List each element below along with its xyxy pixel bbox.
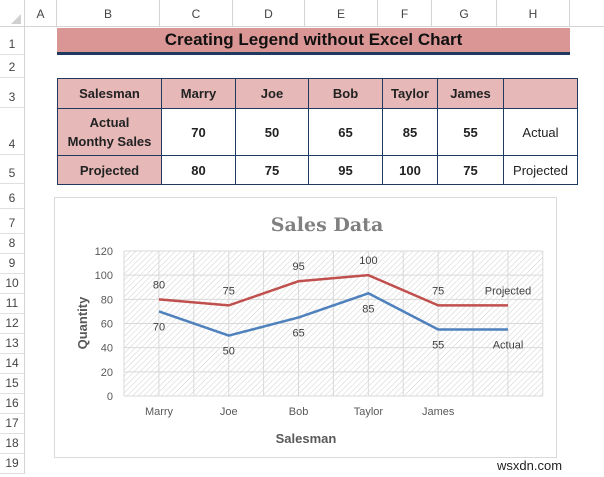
row-label-actual-line2: Monthy Sales [67, 134, 152, 149]
table-row-projected: Projected 80 75 95 100 75 Projected [57, 155, 578, 185]
data-label: 95 [292, 261, 304, 273]
cell-actual-marry[interactable]: 70 [161, 108, 236, 156]
cell-actual-joe[interactable]: 50 [235, 108, 309, 156]
header-cell-james[interactable]: James [437, 78, 504, 109]
y-tick-label: 40 [101, 343, 113, 355]
column-header-a[interactable]: A [25, 0, 57, 27]
cell-actual-taylor[interactable]: 85 [382, 108, 438, 156]
column-header-bar [0, 0, 604, 27]
header-cell-joe[interactable]: Joe [235, 78, 309, 109]
sales-line-chart[interactable]: Sales Data 0 20 40 60 80 100 120 Marry Joe Bob Ta… [54, 197, 557, 458]
row-header-14[interactable]: 14 [0, 354, 25, 374]
data-label: 75 [432, 285, 444, 297]
data-label: 75 [223, 285, 235, 297]
row-header-15[interactable]: 15 [0, 374, 25, 394]
x-tick-label: James [422, 406, 455, 418]
gridlines [123, 250, 544, 397]
cell-projected-bob[interactable]: 95 [308, 155, 383, 185]
cell-projected-marry[interactable]: 80 [161, 155, 236, 185]
x-tick-label: Bob [289, 406, 309, 418]
series-line-projected[interactable] [158, 273, 508, 307]
row-header-7[interactable]: 7 [0, 209, 25, 234]
row-header-18[interactable]: 18 [0, 434, 25, 454]
series-line-actual[interactable] [158, 292, 508, 337]
column-header-b[interactable]: B [57, 0, 160, 27]
table-header-row: Salesman Marry Joe Bob Taylor James [57, 78, 578, 109]
y-tick-label: 120 [95, 246, 113, 258]
header-cell-taylor[interactable]: Taylor [382, 78, 438, 109]
row-header-10[interactable]: 10 [0, 274, 25, 294]
row-header-17[interactable]: 17 [0, 414, 25, 434]
series-name-label-projected: Projected [485, 285, 531, 297]
row-header-2[interactable]: 2 [0, 55, 25, 78]
row-header-16[interactable]: 16 [0, 394, 25, 414]
select-all-button[interactable] [0, 0, 25, 27]
data-label: 100 [359, 255, 377, 267]
sheet-title-text: Creating Legend without Excel Chart [164, 30, 463, 49]
row-header-13[interactable]: 13 [0, 334, 25, 354]
sales-table: Salesman Marry Joe Bob Taylor James Actu… [57, 78, 578, 185]
x-axis-title[interactable]: Salesman [276, 431, 337, 446]
data-label: 50 [223, 346, 235, 358]
y-tick-label: 100 [95, 270, 113, 282]
y-axis-title[interactable]: Quantity [75, 296, 90, 349]
column-header-c[interactable]: C [160, 0, 233, 27]
row-header-6[interactable]: 6 [0, 184, 25, 209]
row-header-1[interactable]: 1 [0, 27, 25, 55]
cell-legend-projected[interactable]: Projected [503, 155, 578, 185]
row-header-11[interactable]: 11 [0, 294, 25, 314]
x-tick-label: Joe [220, 406, 238, 418]
row-label-actual[interactable]: Actual Monthy Sales [57, 108, 162, 156]
row-header-8[interactable]: 8 [0, 234, 25, 254]
header-cell-bob[interactable]: Bob [308, 78, 383, 109]
y-tick-label: 80 [101, 294, 113, 306]
header-cell-salesman[interactable]: Salesman [57, 78, 162, 109]
cell-actual-bob[interactable]: 65 [308, 108, 383, 156]
cell-actual-james[interactable]: 55 [437, 108, 504, 156]
column-header-h[interactable]: H [497, 0, 570, 27]
data-labels: 80 75 95 100 75 Projected 70 50 65 85 55 Actual [153, 255, 531, 357]
row-header-12[interactable]: 12 [0, 314, 25, 334]
chart-title[interactable]: Sales Data [271, 214, 384, 236]
data-label: 70 [153, 321, 165, 333]
series-name-label-actual: Actual [493, 340, 524, 352]
y-tick-label: 60 [101, 319, 113, 331]
column-header-d[interactable]: D [233, 0, 305, 27]
x-tick-label: Marry [145, 406, 174, 418]
cell-projected-taylor[interactable]: 100 [382, 155, 438, 185]
column-header-e[interactable]: E [305, 0, 378, 27]
x-axis-ticks: Marry Joe Bob Taylor James [145, 406, 455, 418]
row-header-3[interactable]: 3 [0, 78, 25, 108]
column-header-f[interactable]: F [378, 0, 432, 27]
y-tick-label: 0 [107, 391, 113, 403]
data-label: 80 [153, 279, 165, 291]
sheet-title-banner[interactable]: Creating Legend without Excel Chart [57, 28, 570, 55]
y-tick-label: 20 [101, 367, 113, 379]
watermark-text: wsxdn.com [497, 458, 563, 473]
row-header-9[interactable]: 9 [0, 254, 25, 274]
header-cell-empty[interactable] [503, 78, 578, 109]
row-header-5[interactable]: 5 [0, 155, 25, 184]
y-axis-ticks: 0 20 40 60 80 100 120 [95, 246, 113, 403]
data-label: 55 [432, 340, 444, 352]
data-label: 65 [292, 327, 304, 339]
x-tick-label: Taylor [354, 406, 384, 418]
row-label-projected[interactable]: Projected [57, 155, 162, 185]
series-lines [158, 273, 508, 337]
cell-legend-actual[interactable]: Actual [503, 108, 578, 156]
header-cell-marry[interactable]: Marry [161, 78, 236, 109]
cell-projected-joe[interactable]: 75 [235, 155, 309, 185]
cell-projected-james[interactable]: 75 [437, 155, 504, 185]
table-row-actual: Actual Monthy Sales 70 50 65 85 55 Actua… [57, 108, 578, 156]
row-label-actual-line1: Actual [89, 115, 130, 130]
chart-canvas: Sales Data 0 20 40 60 80 100 120 Marry Joe Bob Ta… [75, 214, 544, 446]
column-header-g[interactable]: G [432, 0, 497, 27]
data-label: 85 [362, 303, 374, 315]
select-all-triangle-icon [11, 14, 21, 24]
row-header-4[interactable]: 4 [0, 108, 25, 155]
row-header-19[interactable]: 19 [0, 454, 25, 474]
